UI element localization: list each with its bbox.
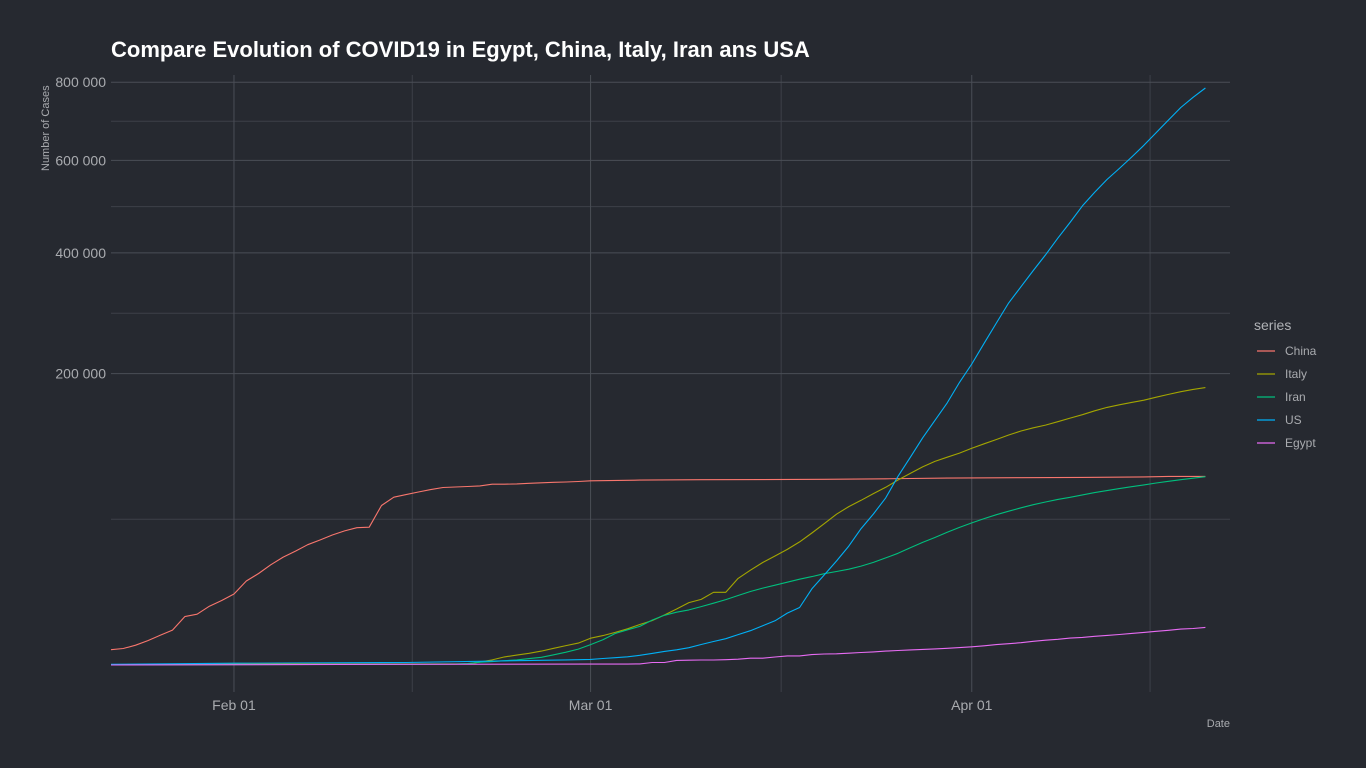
- major-gridlines: [111, 75, 1230, 692]
- legend: series China Italy Iran US Egypt: [1254, 317, 1317, 450]
- legend-label-us: US: [1285, 413, 1302, 427]
- series-line-iran: [110, 476, 1206, 666]
- chart-title: Compare Evolution of COVID19 in Egypt, C…: [111, 37, 810, 62]
- legend-label-italy: Italy: [1285, 367, 1307, 381]
- series-line-italy: [110, 387, 1206, 666]
- y-tick-label: 800 000: [55, 74, 106, 90]
- x-tick-label: Feb 01: [212, 697, 256, 713]
- minor-gridlines: [111, 75, 1230, 692]
- legend-label-china: China: [1285, 344, 1317, 358]
- x-tick-label: Apr 01: [951, 697, 992, 713]
- series-line-us: [110, 87, 1206, 665]
- legend-items: China Italy Iran US Egypt: [1257, 344, 1317, 450]
- y-axis-ticks: 200 000 400 000 600 000 800 000: [55, 74, 106, 381]
- y-tick-label: 200 000: [55, 366, 106, 382]
- legend-label-iran: Iran: [1285, 390, 1306, 404]
- y-tick-label: 600 000: [55, 152, 106, 168]
- x-axis-label: Date: [1207, 718, 1230, 730]
- legend-label-egypt: Egypt: [1285, 436, 1316, 450]
- legend-title: series: [1254, 317, 1291, 333]
- series-line-china: [110, 475, 1206, 651]
- series-lines: [110, 87, 1206, 666]
- series-line-egypt: [110, 626, 1206, 666]
- y-tick-label: 400 000: [55, 245, 106, 261]
- x-axis-ticks: Feb 01 Mar 01 Apr 01: [212, 697, 992, 713]
- y-axis-label: Number of Cases: [40, 85, 52, 171]
- x-tick-label: Mar 01: [569, 697, 613, 713]
